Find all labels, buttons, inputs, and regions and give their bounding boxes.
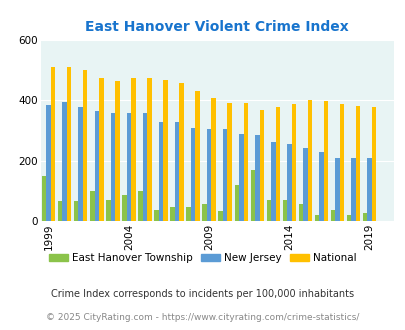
Bar — [110, 113, 115, 221]
Bar — [371, 107, 375, 221]
Bar — [222, 129, 227, 221]
Bar — [351, 158, 355, 221]
Bar — [138, 191, 143, 221]
Bar — [154, 210, 158, 221]
Bar — [314, 215, 319, 221]
Bar — [323, 101, 328, 221]
Bar — [330, 210, 335, 221]
Bar — [42, 176, 46, 221]
Bar — [163, 81, 167, 221]
Bar — [335, 157, 339, 221]
Bar — [99, 78, 103, 221]
Bar — [362, 213, 367, 221]
Bar — [115, 81, 119, 221]
Bar — [282, 200, 286, 221]
Bar — [243, 103, 247, 221]
Bar — [51, 67, 55, 221]
Bar — [131, 78, 135, 221]
Bar — [218, 211, 222, 221]
Bar — [259, 110, 263, 221]
Bar — [227, 103, 231, 221]
Bar — [239, 134, 243, 221]
Bar — [190, 128, 195, 221]
Text: © 2025 CityRating.com - https://www.cityrating.com/crime-statistics/: © 2025 CityRating.com - https://www.city… — [46, 313, 359, 322]
Bar — [78, 107, 83, 221]
Bar — [195, 91, 199, 221]
Bar — [126, 113, 131, 221]
Bar — [291, 104, 296, 221]
Bar — [319, 151, 323, 221]
Bar — [94, 111, 99, 221]
Bar — [298, 205, 303, 221]
Bar — [83, 70, 87, 221]
Bar — [250, 170, 254, 221]
Bar — [266, 200, 271, 221]
Bar — [207, 129, 211, 221]
Bar — [346, 215, 351, 221]
Bar — [106, 200, 110, 221]
Bar — [58, 201, 62, 221]
Bar — [367, 157, 371, 221]
Bar — [186, 207, 190, 221]
Bar — [271, 143, 275, 221]
Bar — [46, 105, 51, 221]
Bar — [143, 113, 147, 221]
Bar — [339, 104, 343, 221]
Bar — [307, 100, 311, 221]
Bar — [90, 191, 94, 221]
Bar — [175, 122, 179, 221]
Title: East Hanover Violent Crime Index: East Hanover Violent Crime Index — [85, 20, 348, 34]
Bar — [122, 195, 126, 221]
Bar — [202, 205, 207, 221]
Bar — [275, 107, 279, 221]
Bar — [355, 106, 360, 221]
Legend: East Hanover Township, New Jersey, National: East Hanover Township, New Jersey, Natio… — [45, 249, 360, 267]
Bar — [303, 148, 307, 221]
Bar — [234, 185, 239, 221]
Bar — [170, 207, 175, 221]
Bar — [74, 201, 78, 221]
Bar — [67, 67, 71, 221]
Bar — [179, 83, 183, 221]
Bar — [286, 144, 291, 221]
Bar — [62, 102, 67, 221]
Bar — [211, 98, 215, 221]
Bar — [254, 136, 259, 221]
Bar — [147, 78, 151, 221]
Text: Crime Index corresponds to incidents per 100,000 inhabitants: Crime Index corresponds to incidents per… — [51, 289, 354, 299]
Bar — [158, 122, 163, 221]
